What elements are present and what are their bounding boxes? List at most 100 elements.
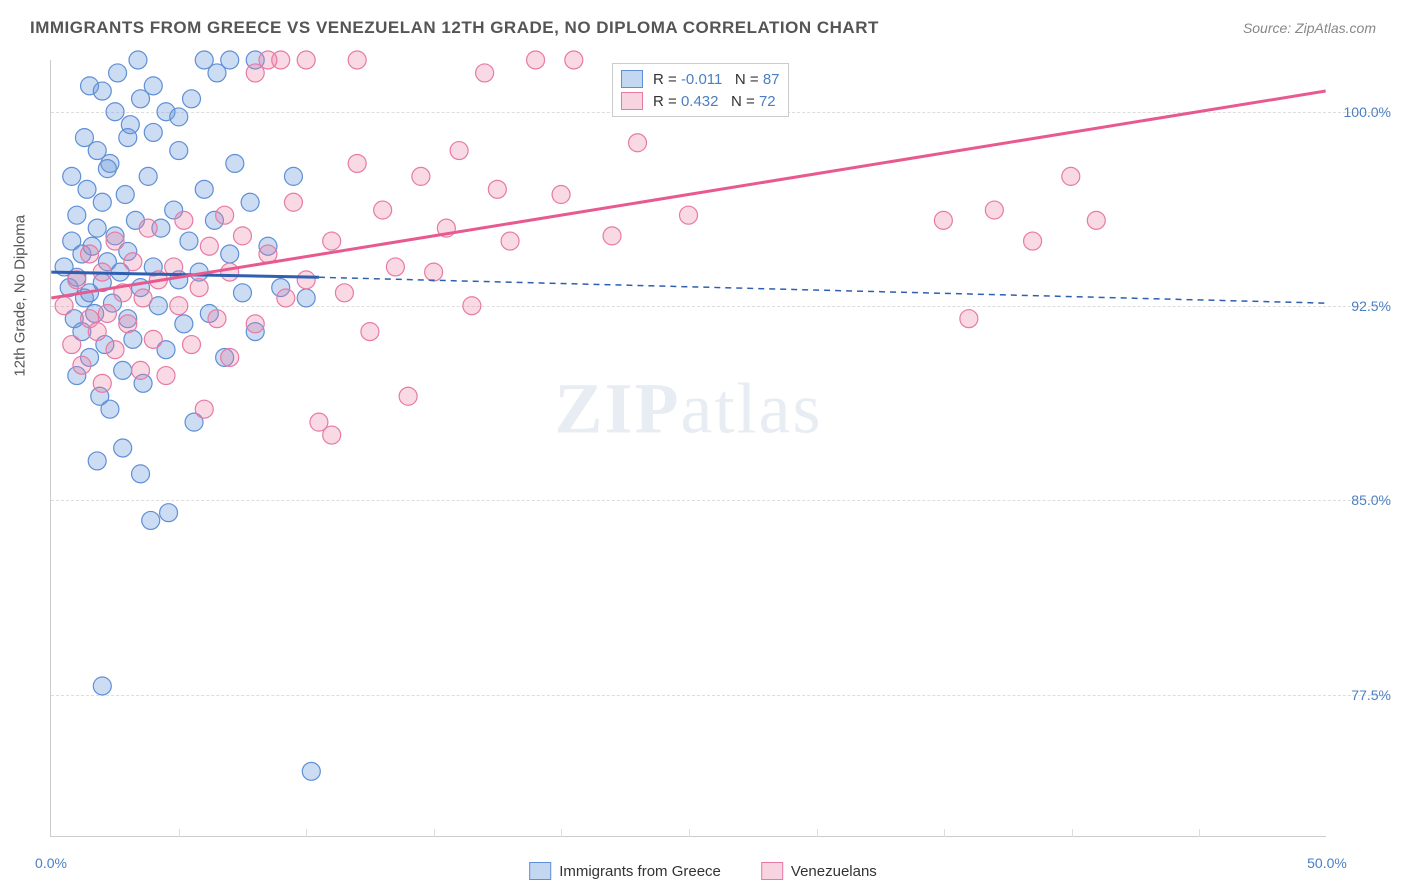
- scatter-point: [348, 154, 366, 172]
- scatter-point: [450, 142, 468, 160]
- scatter-point: [175, 315, 193, 333]
- scatter-point: [226, 154, 244, 172]
- scatter-point: [1062, 167, 1080, 185]
- scatter-point: [208, 310, 226, 328]
- scatter-point: [233, 284, 251, 302]
- scatter-point: [170, 297, 188, 315]
- scatter-point: [297, 271, 315, 289]
- scatter-point: [323, 426, 341, 444]
- scatter-point: [297, 51, 315, 69]
- scatter-point: [68, 206, 86, 224]
- scatter-point: [960, 310, 978, 328]
- chart-title: IMMIGRANTS FROM GREECE VS VENEZUELAN 12T…: [30, 18, 879, 38]
- scatter-point: [246, 315, 264, 333]
- scatter-point: [109, 64, 127, 82]
- x-tick-label: 0.0%: [35, 855, 67, 871]
- scatter-point: [527, 51, 545, 69]
- scatter-point: [259, 51, 277, 69]
- plot-area: ZIPatlas R = -0.011 N = 87R = 0.432 N = …: [50, 60, 1326, 837]
- scatter-point: [195, 400, 213, 418]
- scatter-point: [78, 180, 96, 198]
- x-tick-label: 50.0%: [1307, 855, 1347, 871]
- scatter-point: [98, 160, 116, 178]
- scatter-point: [463, 297, 481, 315]
- scatter-point: [241, 193, 259, 211]
- scatter-point: [170, 108, 188, 126]
- scatter-point: [195, 180, 213, 198]
- scatter-point: [98, 305, 116, 323]
- scatter-point: [221, 348, 239, 366]
- y-tick-label: 100.0%: [1344, 104, 1391, 120]
- scatter-point: [124, 253, 142, 271]
- scatter-point: [132, 90, 150, 108]
- scatter-point: [183, 90, 201, 108]
- scatter-point: [277, 289, 295, 307]
- scatter-point: [934, 211, 952, 229]
- scatter-point: [119, 315, 137, 333]
- scatter-point: [55, 297, 73, 315]
- scatter-point: [297, 289, 315, 307]
- scatter-point: [501, 232, 519, 250]
- scatter-point: [221, 263, 239, 281]
- scatter-point: [629, 134, 647, 152]
- scatter-point: [142, 511, 160, 529]
- y-tick-label: 77.5%: [1351, 687, 1391, 703]
- scatter-plot-svg: [51, 60, 1326, 836]
- scatter-point: [175, 211, 193, 229]
- scatter-point: [221, 51, 239, 69]
- scatter-point: [183, 336, 201, 354]
- legend-stats: R = 0.432 N = 72: [653, 93, 776, 110]
- scatter-point: [221, 245, 239, 263]
- scatter-point: [565, 51, 583, 69]
- scatter-point: [132, 465, 150, 483]
- series-legend: Immigrants from Greece Venezuelans: [529, 862, 877, 880]
- scatter-point: [88, 452, 106, 470]
- legend-swatch: [621, 92, 643, 110]
- trend-line: [51, 91, 1325, 298]
- scatter-point: [134, 289, 152, 307]
- scatter-point: [190, 279, 208, 297]
- scatter-point: [180, 232, 198, 250]
- y-axis-title: 12th Grade, No Diploma: [12, 214, 29, 376]
- series-name: Immigrants from Greece: [559, 863, 721, 880]
- scatter-point: [170, 142, 188, 160]
- scatter-point: [233, 227, 251, 245]
- y-tick-label: 92.5%: [1351, 298, 1391, 314]
- scatter-point: [680, 206, 698, 224]
- scatter-point: [200, 237, 218, 255]
- scatter-point: [386, 258, 404, 276]
- scatter-point: [63, 336, 81, 354]
- scatter-point: [81, 245, 99, 263]
- scatter-point: [139, 167, 157, 185]
- scatter-point: [129, 51, 147, 69]
- scatter-point: [93, 677, 111, 695]
- source-attribution: Source: ZipAtlas.com: [1243, 20, 1376, 36]
- scatter-point: [144, 123, 162, 141]
- scatter-point: [348, 51, 366, 69]
- scatter-point: [106, 103, 124, 121]
- scatter-point: [323, 232, 341, 250]
- scatter-point: [603, 227, 621, 245]
- scatter-point: [93, 82, 111, 100]
- legend-row: R = -0.011 N = 87: [621, 68, 780, 90]
- scatter-point: [132, 361, 150, 379]
- y-tick-label: 85.0%: [1351, 492, 1391, 508]
- scatter-point: [93, 193, 111, 211]
- scatter-point: [488, 180, 506, 198]
- correlation-legend: R = -0.011 N = 87 R = 0.432 N = 72: [612, 63, 789, 117]
- legend-stats: R = -0.011 N = 87: [653, 71, 780, 88]
- legend-swatch: [529, 862, 551, 880]
- scatter-point: [114, 439, 132, 457]
- legend-swatch: [761, 862, 783, 880]
- series-legend-item: Venezuelans: [761, 862, 877, 880]
- scatter-point: [93, 374, 111, 392]
- scatter-point: [157, 367, 175, 385]
- legend-row: R = 0.432 N = 72: [621, 90, 780, 112]
- scatter-point: [374, 201, 392, 219]
- scatter-point: [361, 323, 379, 341]
- scatter-point: [284, 167, 302, 185]
- scatter-point: [425, 263, 443, 281]
- scatter-point: [302, 762, 320, 780]
- scatter-point: [119, 129, 137, 147]
- chart-container: ZIPatlas R = -0.011 N = 87R = 0.432 N = …: [50, 60, 1326, 837]
